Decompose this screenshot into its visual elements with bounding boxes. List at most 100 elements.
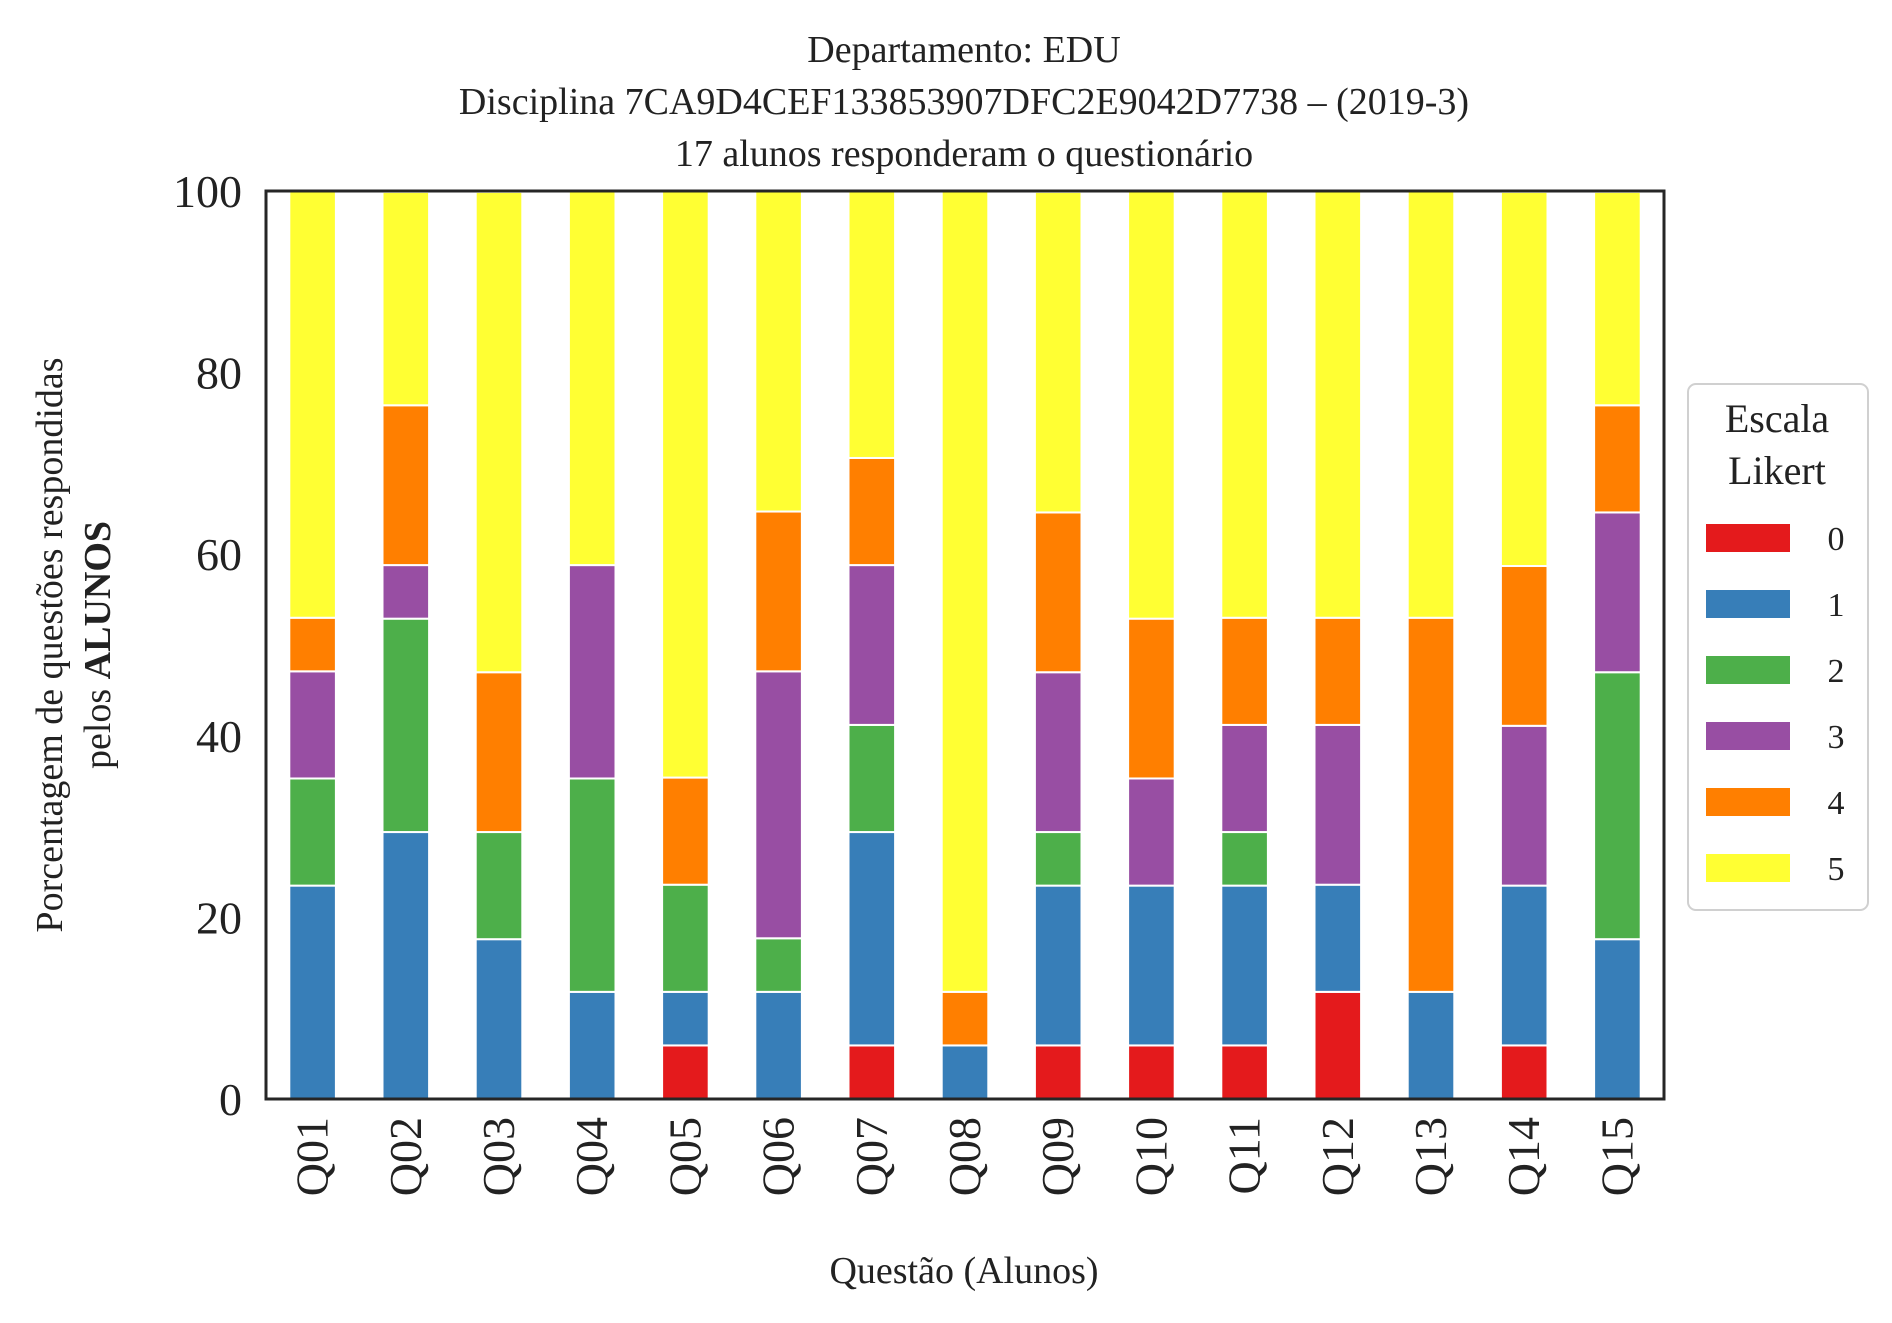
bar-segment-q07-scale-1 bbox=[847, 831, 897, 1047]
legend-swatch-5 bbox=[1706, 854, 1790, 882]
bar-segment-q10-scale-5 bbox=[1127, 190, 1176, 620]
bar-segment-q06-scale-2 bbox=[754, 937, 803, 993]
y-axis-label-bold: ALUNOS bbox=[77, 521, 119, 679]
bar-segment-q02-scale-3 bbox=[381, 564, 431, 620]
bar-segment-q07-scale-3 bbox=[847, 564, 897, 726]
bar-segment-q05-scale-2 bbox=[661, 883, 710, 993]
bar-segment-q09-scale-1 bbox=[1033, 884, 1083, 1047]
bar-segment-q15-scale-1 bbox=[1593, 938, 1642, 1101]
bar-segment-q10-scale-0 bbox=[1127, 1044, 1176, 1100]
bar-segment-q12-scale-4 bbox=[1313, 616, 1363, 726]
bar-segment-q15-scale-2 bbox=[1593, 671, 1642, 941]
y-tick-60: 60 bbox=[196, 529, 242, 580]
y-axis-label-line-2: pelos ALUNOS bbox=[77, 521, 119, 769]
bar-segment-q07-scale-2 bbox=[847, 723, 897, 834]
bar-segment-q11-scale-4 bbox=[1220, 616, 1269, 726]
legend-swatch-2 bbox=[1706, 656, 1790, 684]
x-tick-q08: Q08 bbox=[939, 1117, 990, 1196]
bar-segment-q01-scale-2 bbox=[288, 777, 337, 887]
legend-swatch-3 bbox=[1706, 722, 1790, 750]
bar-segment-q09-scale-3 bbox=[1033, 671, 1083, 834]
legend-label-1: 1 bbox=[1828, 587, 1845, 624]
bar-segment-q11-scale-2 bbox=[1220, 831, 1269, 887]
bar-segment-q15-scale-5 bbox=[1593, 190, 1642, 407]
bar-segment-q14-scale-4 bbox=[1499, 565, 1549, 727]
bar-segment-q05-scale-4 bbox=[661, 776, 710, 886]
bar-segment-q07-scale-5 bbox=[847, 190, 897, 459]
bar-segment-q09-scale-0 bbox=[1033, 1044, 1083, 1100]
title-line-3: 17 alunos responderam o questionário bbox=[675, 133, 1253, 175]
legend-label-0: 0 bbox=[1828, 521, 1845, 558]
bar-segment-q10-scale-3 bbox=[1127, 777, 1176, 887]
bar-segment-q05-scale-1 bbox=[661, 990, 710, 1047]
bar-segment-q09-scale-4 bbox=[1033, 511, 1083, 674]
legend-frame bbox=[1687, 383, 1869, 911]
y-tick-100: 100 bbox=[173, 166, 242, 217]
bar-segment-q02-scale-4 bbox=[381, 404, 431, 567]
bar-segment-q11-scale-5 bbox=[1220, 189, 1269, 619]
legend-swatch-4 bbox=[1706, 788, 1790, 816]
legend-label-3: 3 bbox=[1828, 719, 1845, 756]
legend: Escala Likert 0 1 2 3 4 5 bbox=[1687, 383, 1869, 911]
bar-segment-q12-scale-1 bbox=[1313, 883, 1363, 993]
x-tick-q09: Q09 bbox=[1032, 1117, 1083, 1196]
title-line-1: Departamento: EDU bbox=[807, 29, 1120, 71]
y-tick-40: 40 bbox=[196, 711, 242, 762]
x-tick-q02: Q02 bbox=[380, 1117, 431, 1196]
bar-segment-q11-scale-3 bbox=[1220, 723, 1269, 834]
x-tick-q15: Q15 bbox=[1591, 1117, 1642, 1196]
bar-segment-q10-scale-1 bbox=[1127, 884, 1176, 1047]
bar-segment-q03-scale-5 bbox=[474, 190, 524, 674]
x-tick-q01: Q01 bbox=[287, 1117, 338, 1196]
y-tick-0: 0 bbox=[219, 1074, 242, 1125]
bar-segment-q08-scale-5 bbox=[940, 190, 990, 993]
bar-segment-q04-scale-2 bbox=[567, 777, 617, 993]
bar-segment-q01-scale-1 bbox=[288, 884, 337, 1100]
bar-segment-q02-scale-1 bbox=[381, 831, 431, 1100]
x-tick-q03: Q03 bbox=[473, 1117, 524, 1196]
bar-segment-q09-scale-5 bbox=[1033, 190, 1083, 514]
bar-segment-q02-scale-2 bbox=[381, 617, 431, 834]
bar-segment-q08-scale-4 bbox=[940, 990, 990, 1047]
x-tick-q04: Q04 bbox=[566, 1117, 617, 1196]
bars-group bbox=[288, 189, 1642, 1101]
y-axis-label-prefix: pelos bbox=[77, 679, 119, 769]
bar-segment-q10-scale-4 bbox=[1127, 617, 1176, 780]
bar-segment-q06-scale-1 bbox=[754, 990, 803, 1101]
y-tick-labels: 0 20 40 60 80 100 bbox=[173, 166, 242, 1125]
x-tick-q10: Q10 bbox=[1125, 1117, 1176, 1196]
bar-segment-q07-scale-0 bbox=[847, 1044, 897, 1100]
y-tick-80: 80 bbox=[196, 348, 242, 399]
bar-segment-q13-scale-5 bbox=[1406, 189, 1456, 619]
x-tick-q11: Q11 bbox=[1219, 1117, 1270, 1195]
bar-segment-q03-scale-2 bbox=[474, 831, 524, 941]
bar-segment-q01-scale-5 bbox=[288, 189, 337, 619]
x-tick-q06: Q06 bbox=[753, 1117, 804, 1196]
title-line-2: Disciplina 7CA9D4CEF133853907DFC2E9042D7… bbox=[459, 81, 1469, 123]
y-axis-label-line-1: Porcentagem de questões respondidas bbox=[29, 357, 71, 932]
bar-segment-q11-scale-1 bbox=[1220, 884, 1269, 1047]
x-tick-q13: Q13 bbox=[1405, 1117, 1456, 1196]
legend-swatch-0 bbox=[1706, 524, 1790, 552]
bar-segment-q12-scale-5 bbox=[1313, 189, 1363, 619]
bar-segment-q12-scale-3 bbox=[1313, 723, 1363, 886]
bar-segment-q08-scale-1 bbox=[940, 1044, 990, 1100]
legend-swatch-1 bbox=[1706, 590, 1790, 618]
legend-label-2: 2 bbox=[1828, 653, 1845, 690]
bar-segment-q06-scale-5 bbox=[754, 190, 803, 513]
x-axis-label: Questão (Alunos) bbox=[829, 1250, 1098, 1292]
bar-segment-q04-scale-1 bbox=[567, 990, 617, 1101]
bar-segment-q09-scale-2 bbox=[1033, 831, 1083, 887]
x-tick-q07: Q07 bbox=[846, 1117, 897, 1196]
legend-title-line-1: Escala bbox=[1725, 396, 1830, 441]
bar-segment-q03-scale-4 bbox=[474, 671, 524, 834]
x-tick-labels: Q01 Q02 Q03 Q04 Q05 Q06 Q07 Q08 Q09 Q10 Q11 Q12 Q13 Q… bbox=[287, 1117, 1643, 1196]
legend-title-line-2: Likert bbox=[1728, 448, 1826, 493]
legend-label-4: 4 bbox=[1828, 785, 1845, 822]
bar-segment-q14-scale-3 bbox=[1499, 724, 1549, 887]
bar-segment-q13-scale-1 bbox=[1406, 990, 1456, 1101]
bar-segment-q02-scale-5 bbox=[381, 190, 431, 407]
bar-segment-q15-scale-3 bbox=[1593, 511, 1642, 674]
bar-segment-q06-scale-3 bbox=[754, 670, 803, 940]
